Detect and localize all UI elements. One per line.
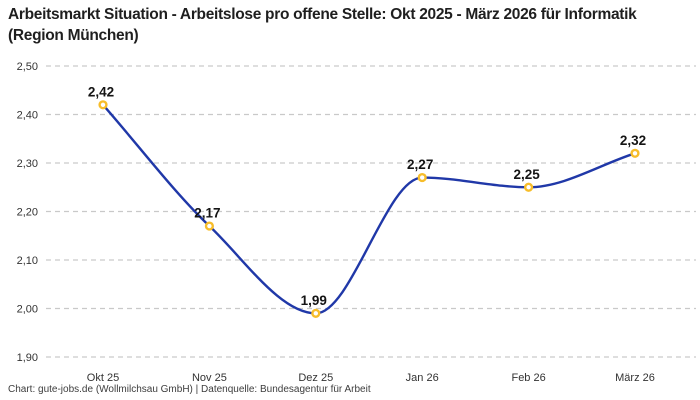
y-tick-label: 2,20 bbox=[17, 207, 38, 219]
data-point-label: 2,42 bbox=[88, 84, 114, 99]
line-series bbox=[101, 103, 637, 315]
x-tick-label: Feb 26 bbox=[511, 372, 545, 384]
x-tick-label: März 26 bbox=[615, 372, 655, 384]
y-tick-label: 1,90 bbox=[17, 352, 38, 364]
data-point-marker bbox=[98, 100, 108, 110]
y-tick-label: 2,40 bbox=[17, 110, 38, 122]
data-point-label: 2,27 bbox=[407, 157, 433, 172]
data-point-label: 2,32 bbox=[620, 133, 646, 148]
chart-source-footer: Chart: gute-jobs.de (Wollmilchsau GmbH) … bbox=[8, 384, 371, 395]
x-tick-label: Jan 26 bbox=[406, 372, 439, 384]
chart-title: Arbeitsmarkt Situation - Arbeitslose pro… bbox=[8, 6, 637, 45]
data-point-label: 2,17 bbox=[194, 206, 220, 221]
x-tick-label: Dez 25 bbox=[298, 372, 333, 384]
data-point-marker bbox=[311, 308, 321, 318]
data-point-label: 1,99 bbox=[301, 293, 327, 308]
data-point-marker bbox=[417, 172, 427, 183]
y-tick-label: 2,50 bbox=[17, 61, 38, 73]
data-point-marker bbox=[204, 221, 215, 231]
y-tick-label: 2,10 bbox=[17, 255, 38, 267]
x-tick-label: Okt 25 bbox=[87, 372, 119, 384]
data-point-label: 2,25 bbox=[513, 167, 540, 182]
x-tick-label: Nov 25 bbox=[192, 372, 227, 384]
y-tick-label: 2,30 bbox=[17, 158, 38, 170]
data-point-marker bbox=[523, 182, 534, 192]
data-point-marker bbox=[630, 148, 640, 158]
y-tick-label: 2,00 bbox=[17, 304, 38, 316]
